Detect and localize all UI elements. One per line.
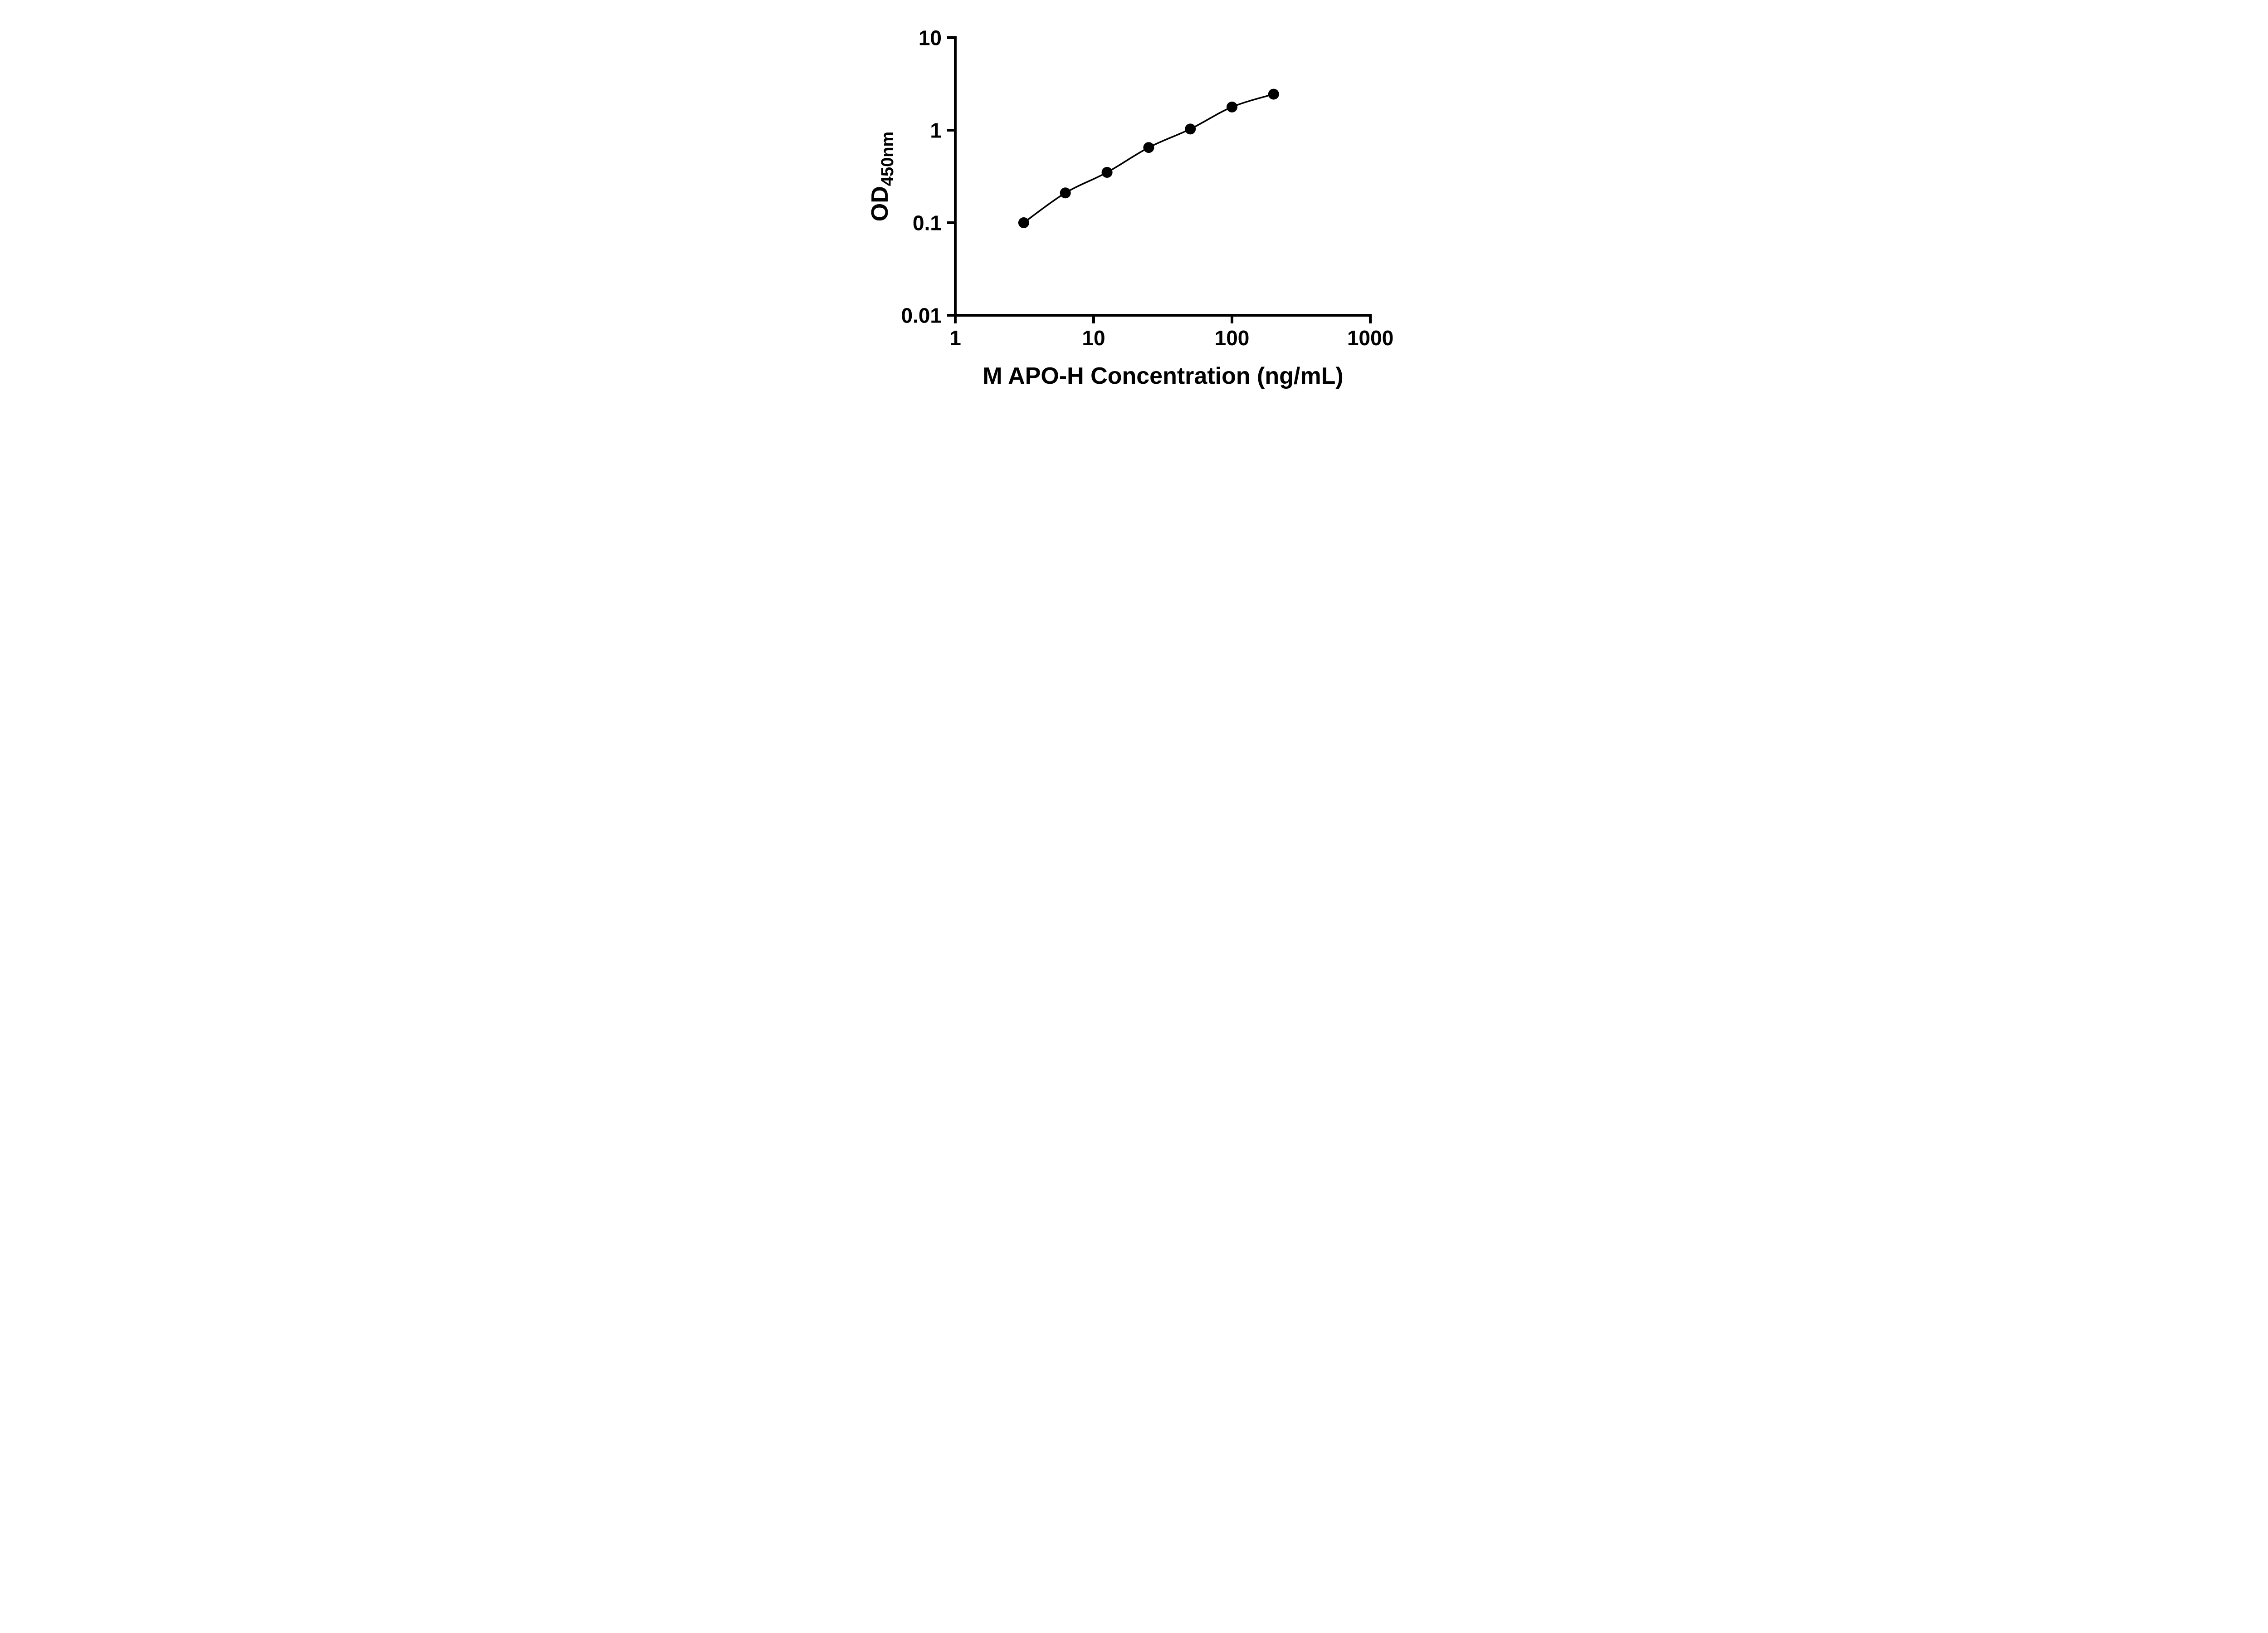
axis-lines xyxy=(954,36,1372,317)
data-point-markers xyxy=(1018,88,1279,228)
x-tick-label: 1 xyxy=(949,326,961,350)
x-tick-label: 1000 xyxy=(1347,326,1393,350)
x-axis-tick-labels: 1 10 100 1000 xyxy=(949,326,1393,350)
data-point-marker xyxy=(1268,88,1279,100)
y-tick-label: 0.1 xyxy=(913,211,942,235)
y-tick-label: 1 xyxy=(930,119,942,142)
standard-curve-line xyxy=(1023,93,1274,224)
y-tick-label: 0.01 xyxy=(901,304,942,328)
y-axis-label: OD450nm xyxy=(867,132,897,221)
data-point-marker xyxy=(1060,187,1071,199)
x-tick-label: 100 xyxy=(1215,326,1250,350)
y-axis-label-main: OD xyxy=(867,186,893,221)
x-axis-label: M APO-H Concentration (ng/mL) xyxy=(982,363,1343,389)
data-point-marker xyxy=(1018,217,1029,228)
y-axis-tick-labels: 0.01 0.1 1 10 xyxy=(901,26,942,328)
y-axis-label-sub: 450nm xyxy=(878,132,897,186)
x-axis-ticks xyxy=(954,315,1372,323)
y-tick-label: 10 xyxy=(919,26,942,50)
data-point-marker xyxy=(1185,123,1196,135)
y-axis-ticks xyxy=(947,36,955,317)
data-point-marker xyxy=(1143,142,1154,153)
chart-canvas: 1 10 100 1000 0.01 0.1 1 10 M APO-H Concentrat… xyxy=(867,26,1393,389)
data-point-marker xyxy=(1227,101,1237,112)
data-point-marker xyxy=(1101,167,1113,178)
elisa-standard-curve-figure: 1 10 100 1000 0.01 0.1 1 10 M APO-H Concentrat… xyxy=(842,0,1426,408)
x-tick-label: 10 xyxy=(1082,326,1105,350)
